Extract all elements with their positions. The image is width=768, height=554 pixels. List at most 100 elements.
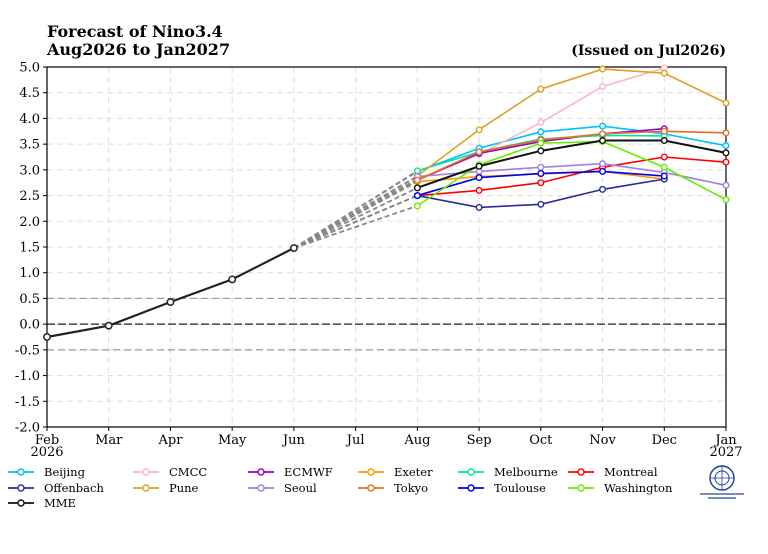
x-tick-label: Nov [589,433,616,448]
observed-point [289,244,298,252]
legend-swatch-marker [17,499,25,507]
series-point-toulouse [599,167,607,175]
series-point-tokyo [599,130,607,138]
legend-swatch-marker [257,484,265,492]
legend-item-tokyo: Tokyo [358,481,428,495]
x-tick-label: 2027 [709,445,742,460]
series-point-montreal [722,158,730,166]
legend-label: Melbourne [494,465,558,479]
series-point-seoul [599,160,607,168]
series-point-seoul [722,181,730,189]
y-tick-label: 4.5 [19,86,40,101]
series-point-tokyo [413,176,421,184]
legend-item-offenbach: Offenbach [8,481,104,495]
legend-label: Pune [169,481,199,495]
series-point-beijing [722,142,730,150]
series-line-washington [416,140,727,207]
legend-swatch-marker [17,468,25,476]
series-layer [43,64,730,341]
series-point-washington [537,139,545,147]
legend-label: CMCC [169,465,207,479]
series-point-mme [537,147,545,155]
legend: Beijing CMCC ECMWF Exeter Melbourne Montreal O… [8,465,673,510]
transition-dash-toulouse [293,194,418,249]
y-tick-label: 4.0 [19,112,40,127]
legend-item-pune: Pune [133,481,199,495]
x-tick-label: Feb [35,433,59,448]
legend-item-seoul: Seoul [248,481,317,495]
x-tick-label: Apr [157,433,183,448]
series-point-toulouse [537,169,545,177]
legend-label: Offenbach [44,481,104,495]
series-line-tokyo [417,130,727,181]
series-point-cmcc [599,83,607,91]
legend-swatch-marker [17,484,25,492]
x-tick-label: May [218,433,247,448]
legend-label: Montreal [604,465,658,479]
issued-label: (Issued on Jul2026) [571,43,726,59]
x-tick-label: Aug [403,433,430,448]
series-point-mme [475,162,483,170]
y-tick-label: 0.0 [19,318,40,333]
series-point-offenbach [475,203,483,211]
legend-swatch-marker [367,484,375,492]
legend-label: MME [44,496,76,510]
legend-item-melbourne: Melbourne [458,465,558,479]
series-point-mme [722,149,730,157]
legend-label: Exeter [394,465,433,479]
observed-point [166,298,175,306]
series-point-montreal [660,153,668,161]
legend-item-toulouse: Toulouse [458,481,546,495]
legend-item-mme: MME [8,496,76,510]
legend-swatch-marker [257,468,265,476]
series-point-pune [722,99,730,107]
legend-item-beijing: Beijing [8,465,86,479]
x-tick-label: Jan [713,433,737,448]
series-point-washington [722,196,730,204]
chart-title: Forecast of Nino3.4 [47,22,223,41]
legend-swatch-marker [577,484,585,492]
series-point-tokyo [722,129,730,137]
legend-swatch-marker [367,468,375,476]
series-point-pune [660,69,668,77]
series-point-montreal [475,186,483,194]
grid-layer [46,66,727,428]
observed-point [104,321,113,330]
axis-layer: -2.0 -1.5 -1.0 -0.5 0.0 0.5 1.0 1.5 2.0 2.5 3.0 3.5… [15,61,743,461]
series-point-washington [660,163,668,171]
series-line-mme [417,139,727,189]
series-point-toulouse [660,172,668,180]
x-tick-label: 2026 [30,445,63,460]
x-tick-label: Dec [652,433,677,448]
legend-item-washington: Washington [568,481,673,495]
y-tick-label: 1.0 [19,266,40,281]
observed-point [43,333,51,341]
legend-label: Washington [604,481,673,495]
legend-label: Seoul [284,481,317,495]
series-point-offenbach [599,185,607,193]
series-point-cmcc [537,119,545,127]
wmo-logo [700,465,744,499]
legend-item-cmcc: CMCC [133,465,207,479]
series-point-pune [475,126,483,134]
x-tick-label: Jun [281,433,306,448]
series-point-mme [599,137,607,145]
series-line-pune [416,68,727,177]
series-point-washington [413,202,421,210]
y-tick-label: -0.5 [15,343,40,358]
series-point-beijing [537,128,545,136]
y-tick-label: 2.5 [19,189,40,204]
legend-item-ecmwf: ECMWF [248,465,333,479]
series-point-offenbach [537,200,545,208]
legend-item-montreal: Montreal [568,465,658,479]
series-point-toulouse [413,192,421,200]
x-tick-label: Mar [95,433,123,448]
legend-swatch-marker [142,484,150,492]
x-tick-label: Oct [529,433,553,448]
series-point-montreal [537,179,545,187]
legend-swatch-marker [142,468,150,476]
y-tick-label: 3.0 [19,163,40,178]
series-point-tokyo [475,148,483,156]
series-line-beijing [417,125,727,173]
